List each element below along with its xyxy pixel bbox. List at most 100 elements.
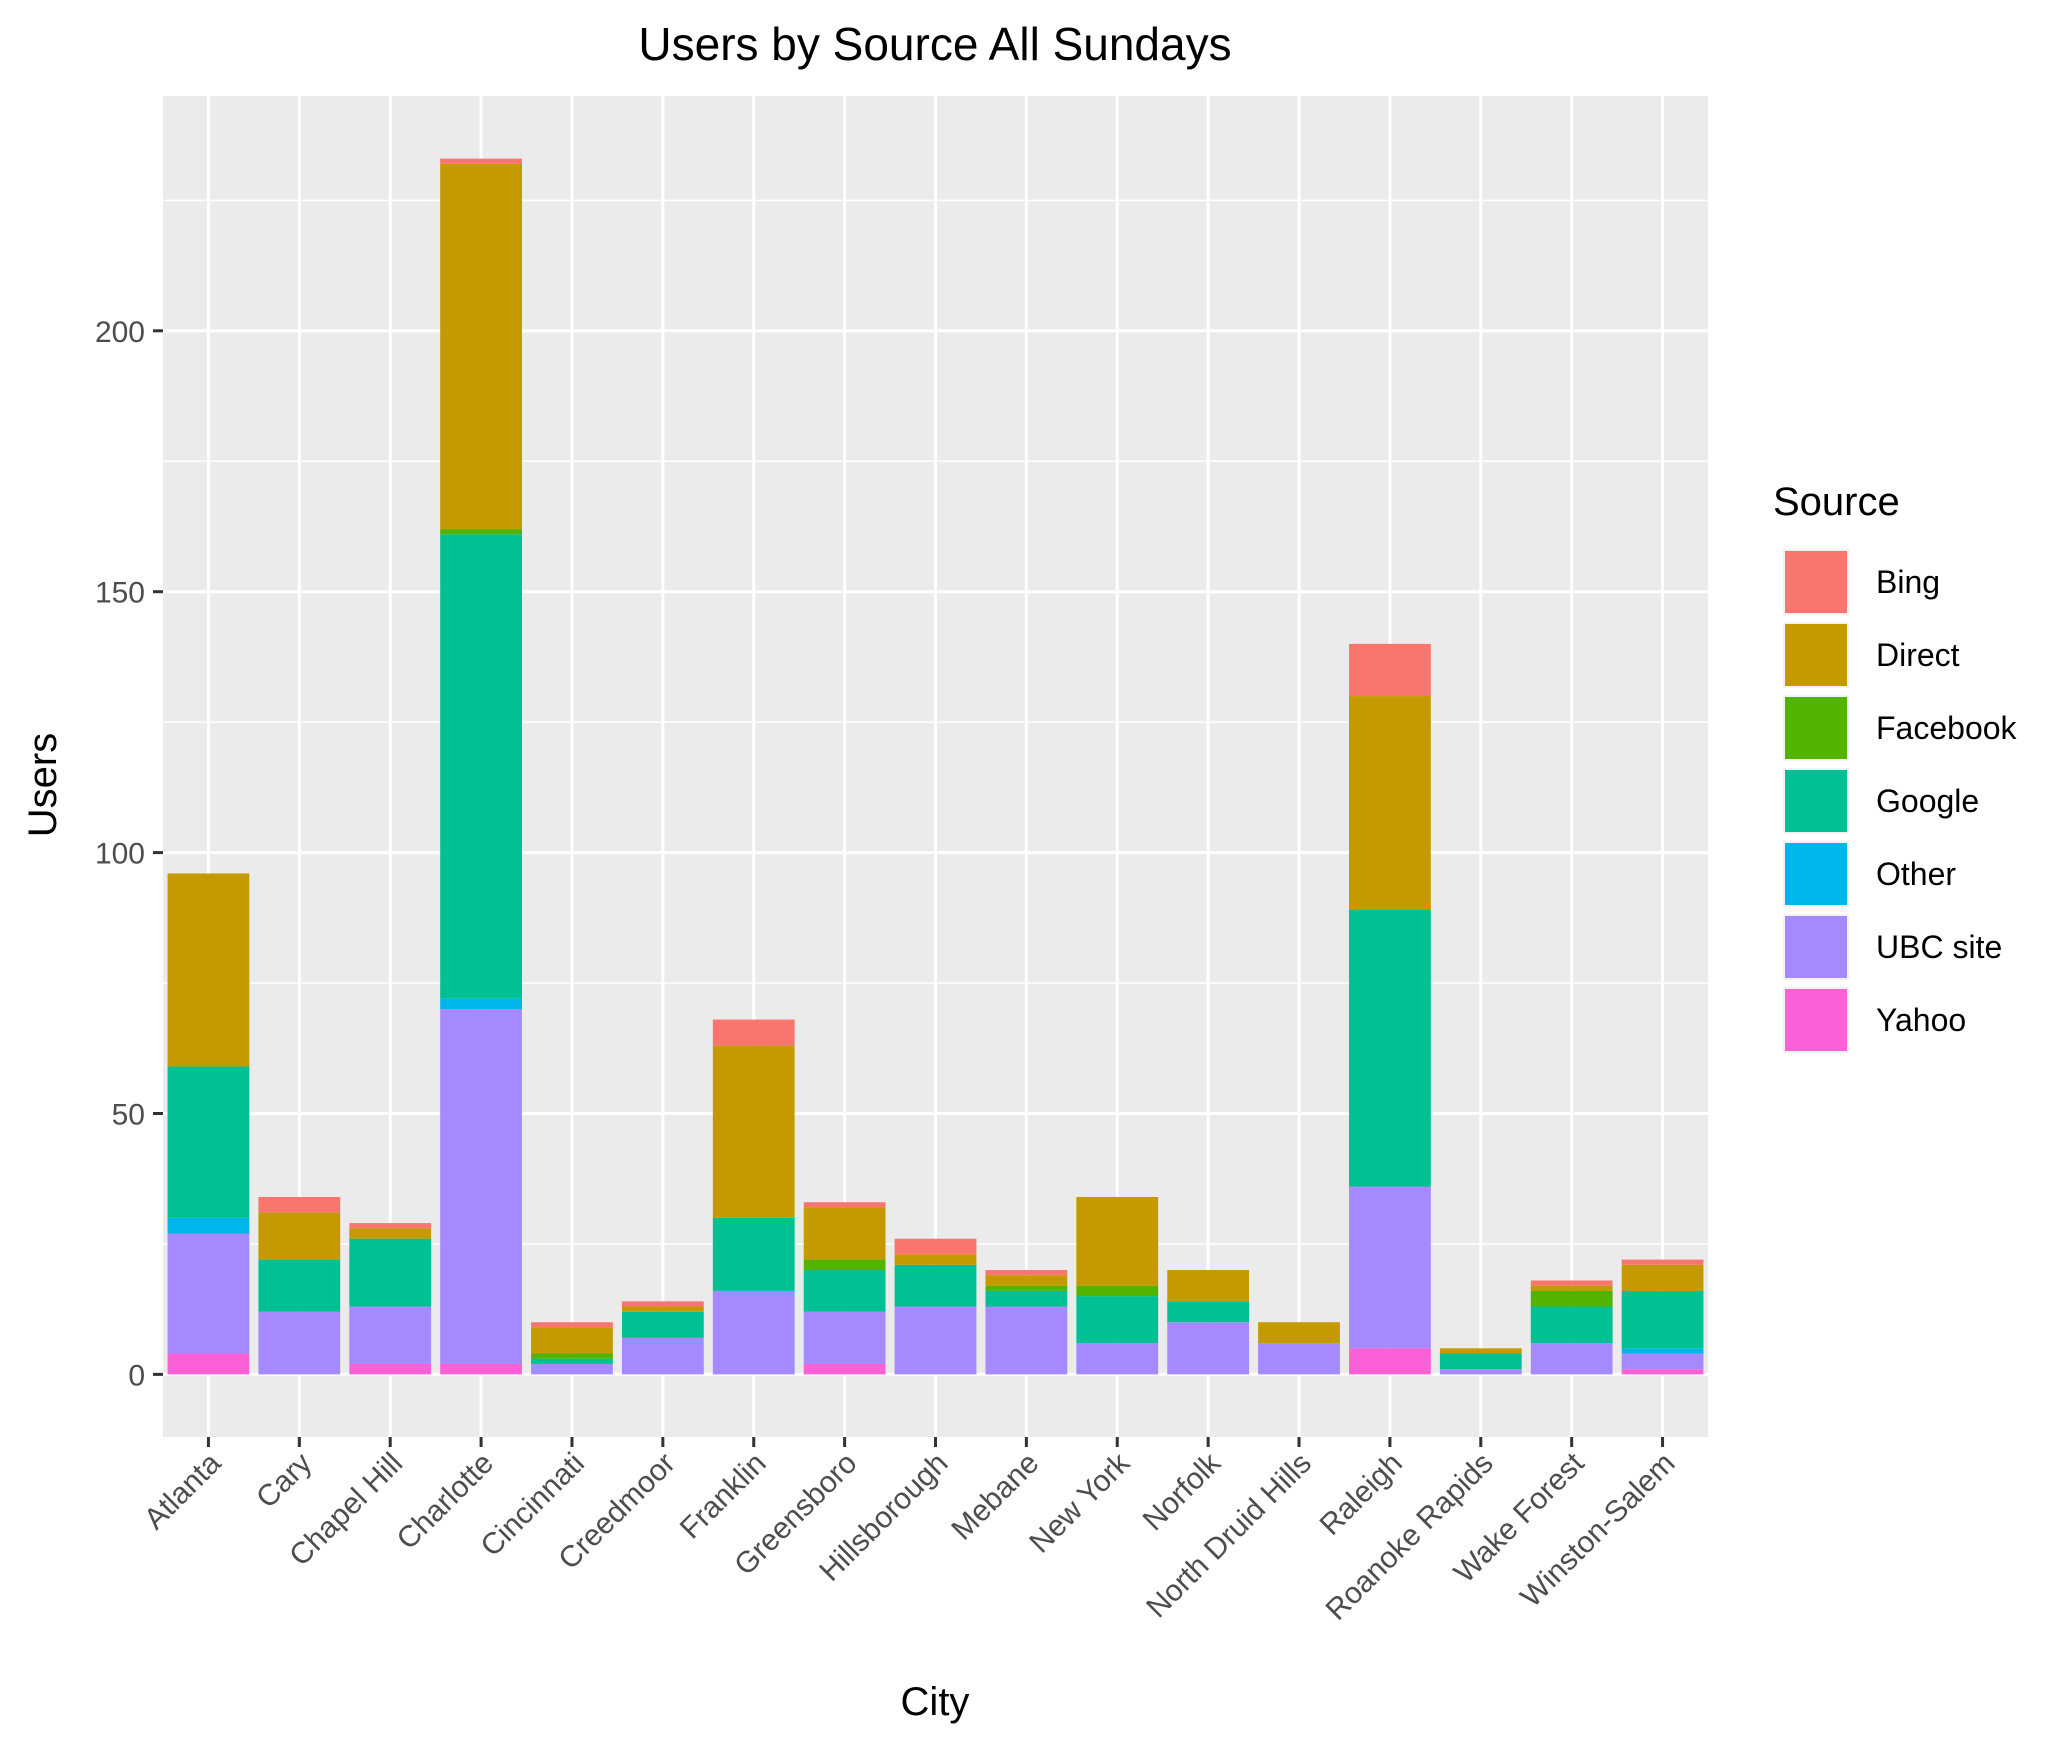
bar-segment bbox=[531, 1363, 613, 1375]
bar-segment bbox=[531, 1358, 613, 1364]
bar-segment bbox=[712, 1045, 795, 1218]
bar-segment bbox=[167, 873, 250, 1067]
bar-segment bbox=[1530, 1285, 1613, 1291]
legend-label: Direct bbox=[1876, 637, 1960, 673]
bar-segment bbox=[1530, 1343, 1613, 1375]
legend-label: UBC site bbox=[1876, 929, 2002, 965]
bar-segment bbox=[1530, 1306, 1613, 1344]
y-tick-label: 150 bbox=[95, 577, 145, 610]
bar-segment bbox=[1076, 1343, 1159, 1375]
legend: Source Bing Direct Facebook Google Other UBC … bbox=[1773, 480, 2018, 1053]
bar-segment bbox=[349, 1228, 432, 1239]
legend-label: Google bbox=[1876, 783, 1979, 819]
y-tick-label: 50 bbox=[112, 1098, 145, 1131]
legend-swatch bbox=[1785, 624, 1847, 686]
legend-swatch bbox=[1785, 916, 1847, 978]
y-tick-label: 0 bbox=[128, 1359, 145, 1392]
legend-swatch bbox=[1785, 551, 1847, 613]
bar-segment bbox=[531, 1322, 613, 1328]
bar-segment bbox=[1349, 1186, 1431, 1349]
bar-segment bbox=[1621, 1259, 1704, 1265]
bar-segment bbox=[1167, 1322, 1250, 1375]
bar-segment bbox=[712, 1290, 795, 1375]
x-axis-title: City bbox=[901, 1680, 970, 1724]
bar-segment bbox=[803, 1202, 886, 1208]
bar-segment bbox=[1349, 1348, 1431, 1375]
bar-segment bbox=[621, 1337, 704, 1375]
bar-segment bbox=[258, 1196, 341, 1213]
bar-segment bbox=[985, 1275, 1068, 1286]
legend-label: Facebook bbox=[1876, 710, 2018, 746]
bar-segment bbox=[803, 1311, 886, 1364]
legend-label: Yahoo bbox=[1876, 1002, 1966, 1038]
bar-segment bbox=[440, 534, 522, 999]
bar-segment bbox=[1621, 1290, 1704, 1349]
bar-segment bbox=[894, 1254, 977, 1265]
bar-segment bbox=[349, 1223, 432, 1229]
bar-segment bbox=[1439, 1353, 1522, 1370]
bar-segment bbox=[258, 1259, 341, 1312]
bar-segment bbox=[1258, 1343, 1340, 1375]
bar-segment bbox=[440, 163, 522, 530]
bar-segment bbox=[803, 1259, 886, 1271]
legend-title: Source bbox=[1773, 480, 1900, 524]
bar-segment bbox=[167, 1233, 250, 1354]
bar-segment bbox=[1439, 1348, 1522, 1354]
bar-segment bbox=[1076, 1196, 1159, 1286]
bar-segment bbox=[1621, 1348, 1704, 1354]
bar-segment bbox=[1076, 1285, 1159, 1297]
legend-swatch bbox=[1785, 989, 1847, 1051]
bar-segment bbox=[1439, 1369, 1522, 1375]
bar-segment bbox=[440, 529, 522, 535]
y-axis-title: Users bbox=[21, 733, 65, 837]
bar-segment bbox=[1349, 643, 1431, 697]
bar-segment bbox=[167, 1217, 250, 1234]
legend-swatch bbox=[1785, 770, 1847, 832]
bar-segment bbox=[1167, 1301, 1250, 1323]
bar-segment bbox=[1530, 1290, 1613, 1307]
bar-segment bbox=[1349, 696, 1431, 910]
bar-segment bbox=[258, 1212, 341, 1260]
bar-segment bbox=[167, 1066, 250, 1218]
legend-label: Other bbox=[1876, 856, 1956, 892]
legend-label: Bing bbox=[1876, 564, 1940, 600]
bar-segment bbox=[440, 1363, 522, 1375]
bar-segment bbox=[440, 998, 522, 1010]
bar-segment bbox=[1258, 1322, 1340, 1344]
bar-segment bbox=[985, 1285, 1068, 1291]
bar-segment bbox=[349, 1306, 432, 1364]
bar-segment bbox=[349, 1238, 432, 1307]
bar-segment bbox=[531, 1327, 613, 1354]
bar-segment bbox=[1076, 1296, 1159, 1344]
legend-swatch bbox=[1785, 843, 1847, 905]
bar-segment bbox=[621, 1311, 704, 1338]
bar-segment bbox=[985, 1290, 1068, 1307]
bar-segment bbox=[440, 1009, 522, 1364]
legend-swatch bbox=[1785, 697, 1847, 759]
bar-segment bbox=[712, 1019, 795, 1046]
bar-segment bbox=[894, 1306, 977, 1375]
bar-segment bbox=[1167, 1270, 1250, 1302]
y-tick-label: 100 bbox=[95, 838, 145, 871]
bar-segment bbox=[803, 1270, 886, 1312]
bar-segment bbox=[621, 1301, 704, 1307]
bar-segment bbox=[1621, 1353, 1704, 1370]
bar-segment bbox=[440, 158, 522, 164]
bar-segment bbox=[712, 1217, 795, 1291]
bar-segment bbox=[985, 1270, 1068, 1276]
bar-segment bbox=[1621, 1369, 1704, 1375]
bar-segment bbox=[531, 1353, 613, 1359]
bar-segment bbox=[894, 1264, 977, 1307]
bar-segment bbox=[985, 1306, 1068, 1375]
chart-title: Users by Source All Sundays bbox=[638, 18, 1231, 70]
bar-segment bbox=[803, 1363, 886, 1375]
bar-segment bbox=[621, 1306, 704, 1312]
bar-segment bbox=[258, 1311, 341, 1375]
bar-segment bbox=[1349, 909, 1431, 1187]
bar-segment bbox=[349, 1363, 432, 1375]
bar-segment bbox=[894, 1238, 977, 1255]
bar-segment bbox=[803, 1207, 886, 1260]
y-tick-label: 200 bbox=[95, 316, 145, 349]
